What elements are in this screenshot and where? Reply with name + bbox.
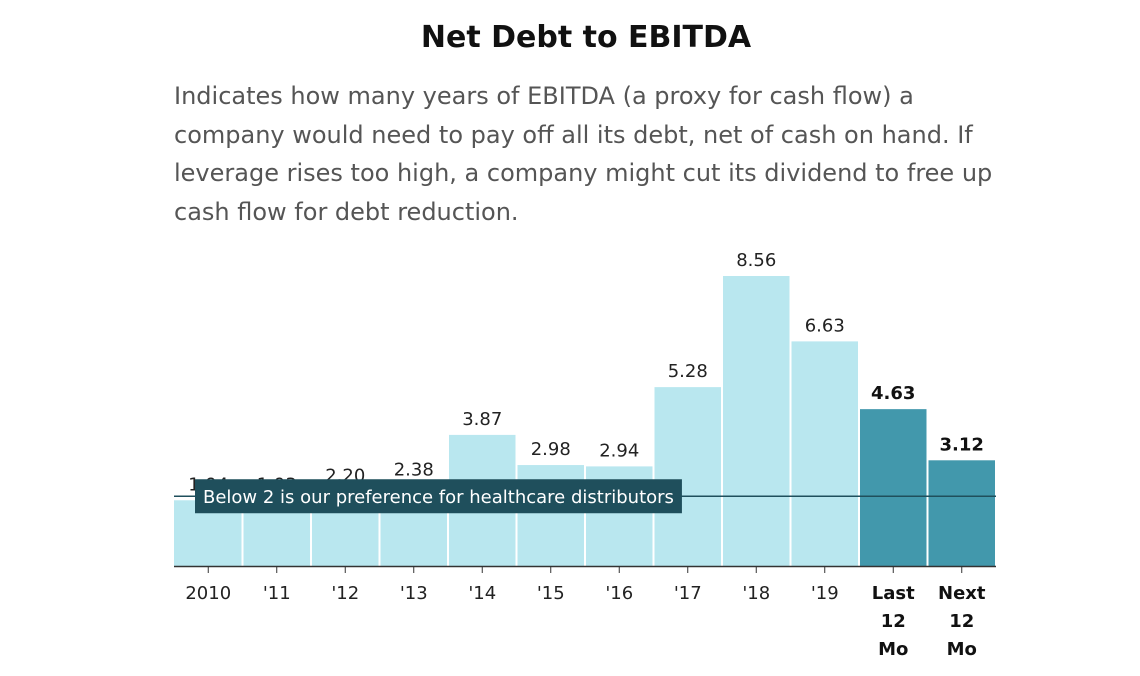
chart-title: Net Debt to EBITDA <box>420 20 752 55</box>
value-label-9: 6.63 <box>805 315 845 336</box>
reference-label-background <box>195 479 682 514</box>
x-tick-label-6: '16 <box>605 583 633 604</box>
x-tick-label-5: '15 <box>537 583 565 604</box>
x-tick-label-1: '11 <box>263 583 291 604</box>
value-label-11: 3.12 <box>940 434 984 455</box>
bar-10 <box>860 409 927 566</box>
x-axis: 2010 '11 '12 '13 '14 '15 '16 '17 '18 '19 Last 12 Mo N… <box>174 565 996 660</box>
x-tick-label-9: '19 <box>811 583 839 604</box>
x-tick-label-0: 2010 <box>185 583 231 604</box>
chart-subtitle: Indicates how many years of EBITDA (a pr… <box>174 82 993 226</box>
x-tick-label-8: '18 <box>742 583 770 604</box>
value-label-4: 3.87 <box>462 409 502 430</box>
bar-7 <box>654 387 721 566</box>
bar-11 <box>928 460 995 566</box>
value-label-10: 4.63 <box>871 383 915 404</box>
value-label-8: 8.56 <box>736 250 776 271</box>
x-tick-label-7: '17 <box>674 583 702 604</box>
reference-label: Below 2 is our preference for healthcare… <box>203 487 674 508</box>
value-label-3: 2.38 <box>394 459 434 480</box>
bar-8 <box>723 276 790 566</box>
x-tick-label-3: '13 <box>400 583 428 604</box>
x-tick-label-11: Next 12 Mo <box>938 583 986 660</box>
bar-9 <box>791 341 858 566</box>
value-label-6: 2.94 <box>599 440 639 461</box>
value-label-7: 5.28 <box>668 361 708 382</box>
reference-group: Below 2 is our preference for healthcare… <box>174 479 996 514</box>
x-tick-label-4: '14 <box>468 583 496 604</box>
x-tick-label-2: '12 <box>331 583 359 604</box>
bars-group <box>174 276 995 566</box>
value-label-5: 2.98 <box>531 439 571 460</box>
x-tick-label-10: Last 12 Mo <box>872 583 915 660</box>
